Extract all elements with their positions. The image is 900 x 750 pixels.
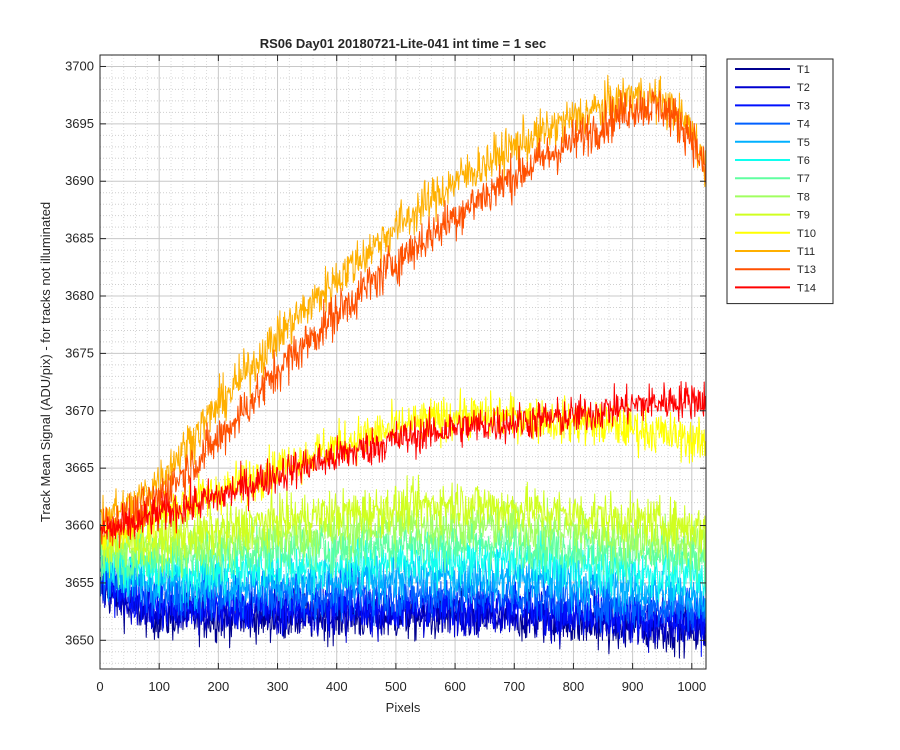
legend-label-t3: T3 <box>797 100 810 112</box>
x-tick-label: 300 <box>267 679 289 694</box>
legend-label-t11: T11 <box>797 246 815 258</box>
legend-label-t1: T1 <box>797 64 810 76</box>
x-tick-label: 1000 <box>677 679 706 694</box>
plot-frame <box>99 54 707 670</box>
legend-label-t7: T7 <box>797 173 810 185</box>
y-tick-label: 3660 <box>65 518 94 533</box>
series-lines <box>100 74 706 659</box>
x-axis-label: Pixels <box>386 700 421 715</box>
x-tick-label: 200 <box>208 679 230 694</box>
x-tick-label: 100 <box>148 679 170 694</box>
x-tick-label: 400 <box>326 679 348 694</box>
series-line-t3 <box>100 547 706 657</box>
y-tick-label: 3675 <box>65 345 94 360</box>
x-tick-label: 500 <box>385 679 407 694</box>
x-tick-label: 900 <box>622 679 644 694</box>
legend-label-t10: T10 <box>797 228 816 240</box>
y-tick-label: 3650 <box>65 632 94 647</box>
x-tick-label: 0 <box>96 679 103 694</box>
y-tick-label: 3665 <box>65 460 94 475</box>
x-tick-label: 600 <box>444 679 466 694</box>
series-line-t14 <box>100 381 706 540</box>
y-tick-label: 3700 <box>65 58 94 73</box>
legend-label-t8: T8 <box>797 191 810 203</box>
y-tick-label: 3695 <box>65 116 94 131</box>
y-tick-label: 3670 <box>65 403 94 418</box>
x-tick-label: 800 <box>563 679 585 694</box>
legend-label-t4: T4 <box>797 119 810 131</box>
legend: T1 T2 T3 T4 T5 T6 T7 T8 T9 T10 T11 T13 T14 <box>726 58 834 305</box>
legend-label-t5: T5 <box>797 137 810 149</box>
legend-label-t9: T9 <box>797 210 810 222</box>
series-line-t5 <box>100 547 706 619</box>
chart-title: RS06 Day01 20180721-Lite-041 int time = … <box>260 36 547 51</box>
legend-label-t2: T2 <box>797 82 810 94</box>
legend-label-t14: T14 <box>797 282 816 294</box>
series-line-t13 <box>100 89 706 549</box>
y-tick-label: 3685 <box>65 231 94 246</box>
series-line-t11 <box>100 74 706 534</box>
y-tick-label: 3690 <box>65 173 94 188</box>
legend-label-t13: T13 <box>797 264 816 276</box>
legend-box <box>726 58 834 305</box>
series-line-t8 <box>100 496 706 579</box>
axis-ticks: 0 100 200 300 400 500 600 700 800 900 1000 3650 3655… <box>65 55 706 694</box>
y-tick-label: 3680 <box>65 288 94 303</box>
y-tick-label: 3655 <box>65 575 94 590</box>
series-line-t9 <box>100 474 706 573</box>
legend-label-t6: T6 <box>797 155 810 167</box>
y-axis-label: Track Mean Signal (ADU/pix) - for tracks… <box>38 202 53 522</box>
x-tick-label: 700 <box>503 679 525 694</box>
